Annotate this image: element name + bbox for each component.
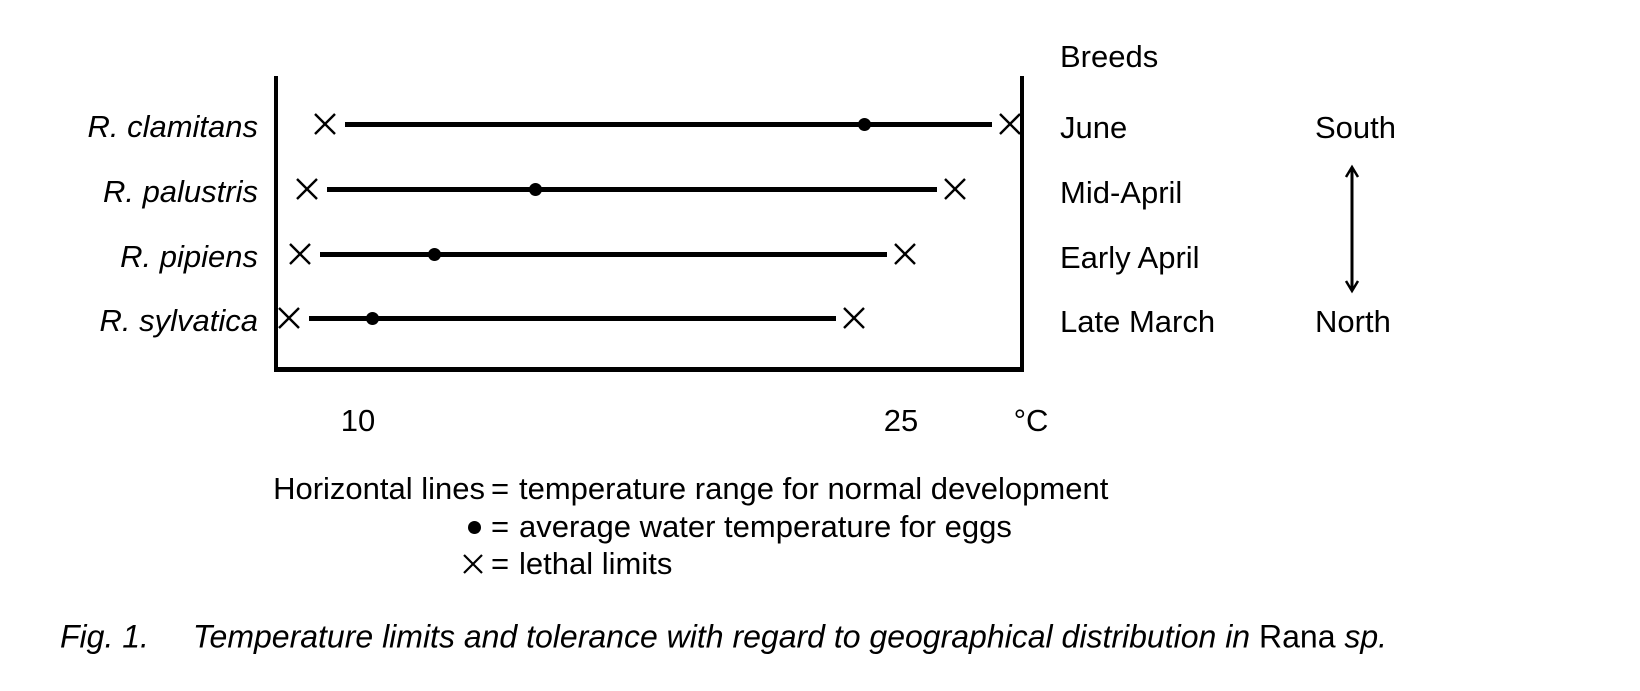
caption-suffix: sp. [1335,618,1388,655]
x-axis-unit-label: °C [1013,403,1049,438]
range-line [345,121,992,127]
breeds-label: Late March [1060,304,1216,339]
avg-temp-dot [528,182,542,196]
caption-figure-number: Fig. 1. [60,618,149,655]
legend-equals: = [490,546,510,581]
dot-icon [468,520,481,534]
y-axis-right [1020,76,1024,372]
legend-lines-label: Horizontal lines [273,471,485,506]
lethal-limit-x-icon [998,113,1021,135]
legend-row-lines: Horizontal lines = temperature range for… [0,470,1640,508]
legend-lines-description: temperature range for normal development [519,471,1109,506]
lethal-limit-x-icon [944,178,967,200]
south-north-arrow-icon [1344,164,1360,294]
lethal-limit-x-icon [278,307,301,329]
breeds-column-header: Breeds [1060,39,1159,74]
figure-caption: Fig. 1. Temperature limits and tolerance … [60,619,1387,656]
breeds-label: Early April [1060,240,1200,275]
species-label: R. clamitans [87,109,258,144]
breeds-label: June [1060,110,1128,145]
legend-dot-description: average water temperature for eggs [519,509,1012,544]
north-label: North [1315,304,1391,339]
range-line [327,186,938,192]
legend-equals: = [490,509,510,544]
legend-x-description: lethal limits [519,546,673,581]
breeds-label: Mid-April [1060,175,1183,210]
x-tick-25: 25 [883,403,919,438]
y-axis-left [274,76,278,372]
south-label: South [1315,110,1397,145]
avg-temp-dot [365,311,379,325]
species-label: R. palustris [102,174,258,209]
caption-genus: Rana [1258,618,1336,655]
caption-body: Temperature limits and tolerance with re… [192,618,1259,655]
range-line [309,315,836,321]
x-tick-10: 10 [340,403,376,438]
species-label: R. sylvatica [99,303,258,338]
species-label: R. pipiens [120,239,258,274]
lethal-limit-x-icon [296,178,319,200]
x-axis [274,367,1024,372]
lethal-limit-x-icon [843,307,865,329]
legend-row-x: = lethal limits [0,545,1640,583]
avg-temp-dot [427,247,441,261]
legend-row-dot: = average water temperature for eggs [0,508,1640,546]
lethal-limit-x-icon [289,243,311,265]
x-icon [463,554,483,574]
legend-dot-cell [0,520,485,534]
avg-temp-dot [858,117,872,131]
legend-x-cell [0,552,485,576]
lethal-limit-x-icon [893,243,916,265]
range-line [320,251,887,257]
legend-equals: = [490,471,510,506]
lethal-limit-x-icon [314,113,337,135]
